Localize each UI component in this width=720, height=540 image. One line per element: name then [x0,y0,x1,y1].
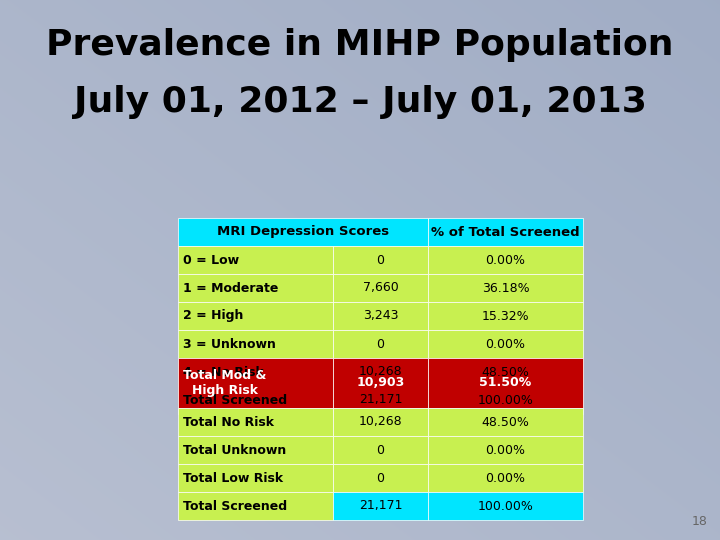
Text: 21,171: 21,171 [359,394,402,407]
Bar [428,274,583,302]
Text: 0 = Low: 0 = Low [183,253,239,267]
Bar [178,408,333,436]
Bar [333,386,428,414]
Bar [333,302,428,330]
Bar [428,436,583,464]
Bar [428,358,583,408]
Text: July 01, 2012 – July 01, 2013: July 01, 2012 – July 01, 2013 [73,85,647,119]
Text: 0: 0 [377,443,384,456]
Bar [178,386,333,414]
Text: 7,660: 7,660 [363,281,398,294]
Text: 10,903: 10,903 [356,376,405,389]
Text: MRI Depression Scores: MRI Depression Scores [217,226,389,239]
Bar [428,246,583,274]
Text: 1 = Moderate: 1 = Moderate [183,281,279,294]
Bar [178,246,333,274]
Text: 0.00%: 0.00% [485,338,526,350]
Text: Total Unknown: Total Unknown [183,443,287,456]
Bar [333,464,428,492]
Bar [178,358,333,386]
Bar [428,330,583,358]
Text: 0: 0 [377,338,384,350]
Bar [333,274,428,302]
Text: 3 = Unknown: 3 = Unknown [183,338,276,350]
Bar [333,330,428,358]
Text: Prevalence in MIHP Population: Prevalence in MIHP Population [46,28,674,62]
Bar [428,386,583,414]
Bar [178,218,428,246]
Bar [178,358,333,408]
Text: 15.32%: 15.32% [482,309,529,322]
Bar [333,246,428,274]
Text: 10,268: 10,268 [359,366,402,379]
Text: 36.18%: 36.18% [482,281,529,294]
Text: 48.50%: 48.50% [482,415,529,429]
Text: Total Low Risk: Total Low Risk [183,471,283,484]
Text: 3,243: 3,243 [363,309,398,322]
Bar [178,492,333,520]
Bar [428,492,583,520]
Bar [428,218,583,246]
Bar [178,274,333,302]
Bar [178,302,333,330]
Text: 10,268: 10,268 [359,415,402,429]
Text: 18: 18 [692,515,708,528]
Text: 0.00%: 0.00% [485,253,526,267]
Text: 21,171: 21,171 [359,500,402,512]
Bar [178,330,333,358]
Bar [428,302,583,330]
Bar [333,436,428,464]
Text: 100.00%: 100.00% [477,500,534,512]
Bar [333,408,428,436]
Text: 0.00%: 0.00% [485,471,526,484]
Text: 2 = High: 2 = High [183,309,243,322]
Bar [333,358,428,386]
Text: Total Screened: Total Screened [183,500,287,512]
Bar [428,358,583,386]
Text: 0.00%: 0.00% [485,443,526,456]
Text: 51.50%: 51.50% [480,376,531,389]
Bar [178,436,333,464]
Bar [428,464,583,492]
Text: 0: 0 [377,253,384,267]
Text: 100.00%: 100.00% [477,394,534,407]
Text: 48.50%: 48.50% [482,366,529,379]
Text: Total Mod &
High Risk: Total Mod & High Risk [183,369,266,397]
Bar [333,358,428,408]
Text: % of Total Screened: % of Total Screened [431,226,580,239]
Text: Total No Risk: Total No Risk [183,415,274,429]
Text: Total Screened: Total Screened [183,394,287,407]
Text: 4 = No Risk: 4 = No Risk [183,366,264,379]
Bar [428,408,583,436]
Bar [178,464,333,492]
Text: 0: 0 [377,471,384,484]
Bar [333,492,428,520]
